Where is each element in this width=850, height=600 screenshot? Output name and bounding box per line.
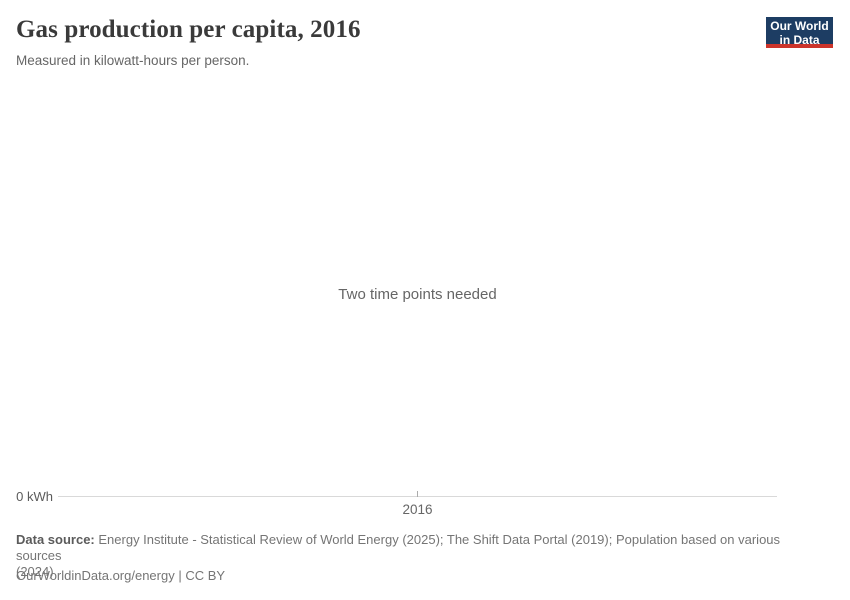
x-axis-line — [58, 491, 777, 497]
footer-license-link[interactable]: OurWorldinData.org/energy | CC BY — [16, 568, 226, 583]
owid-logo-line1: Our World — [770, 19, 829, 33]
x-axis-tick-label: 2016 — [402, 502, 433, 517]
data-source-text: Energy Institute - Statistical Review of… — [16, 532, 781, 563]
footer-data-source: Data source: Energy Institute - Statisti… — [16, 532, 828, 580]
empty-state-message: Two time points needed — [338, 286, 497, 303]
chart-title: Gas production per capita, 2016 — [16, 16, 361, 43]
x-axis-tick — [417, 491, 418, 497]
chart-subtitle: Measured in kilowatt-hours per person. — [16, 53, 250, 68]
data-source-label: Data source: — [16, 532, 95, 547]
chart-plot-area — [58, 75, 777, 495]
owid-logo-line2: in Data — [779, 33, 820, 47]
data-source-text-wrap: (2024) — [16, 564, 54, 579]
owid-logo[interactable]: Our World in Data — [766, 17, 833, 48]
y-axis-zero-label: 0 kWh — [16, 489, 53, 504]
